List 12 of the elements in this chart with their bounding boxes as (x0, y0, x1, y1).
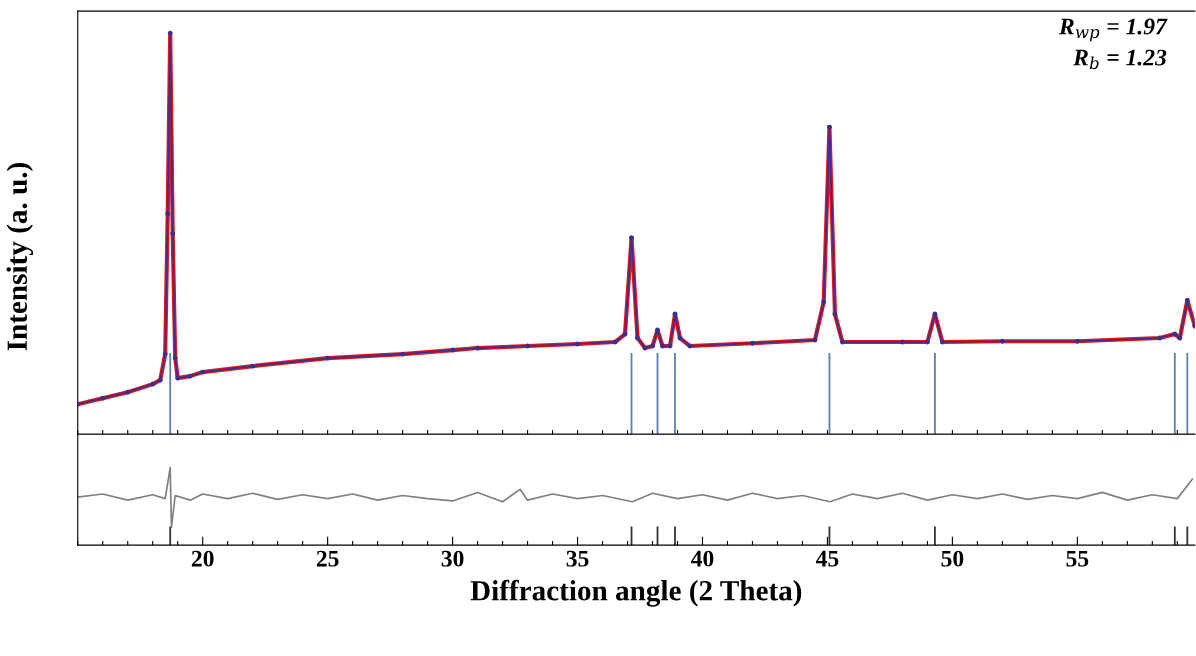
x-tick-label: 25 (316, 550, 339, 567)
x-axis-title: Diffraction angle (2 Theta) (470, 579, 802, 607)
x-tick-label: 35 (566, 550, 589, 567)
annotation: R$_{b}$ = 1.23 (1073, 49, 1167, 70)
x-tick-label: 55 (1066, 550, 1089, 567)
annotation: R$_{wp}$ = 1.97 (1058, 18, 1168, 42)
x-tick-label: 50 (941, 550, 964, 567)
x-tick-label: 45 (815, 550, 839, 567)
x-tick-label: 40 (691, 550, 714, 567)
x-tick-label: 30 (441, 550, 464, 567)
y-axis-title: Intensity (a. u.) (6, 163, 34, 351)
x-tick-label: 20 (191, 550, 214, 567)
